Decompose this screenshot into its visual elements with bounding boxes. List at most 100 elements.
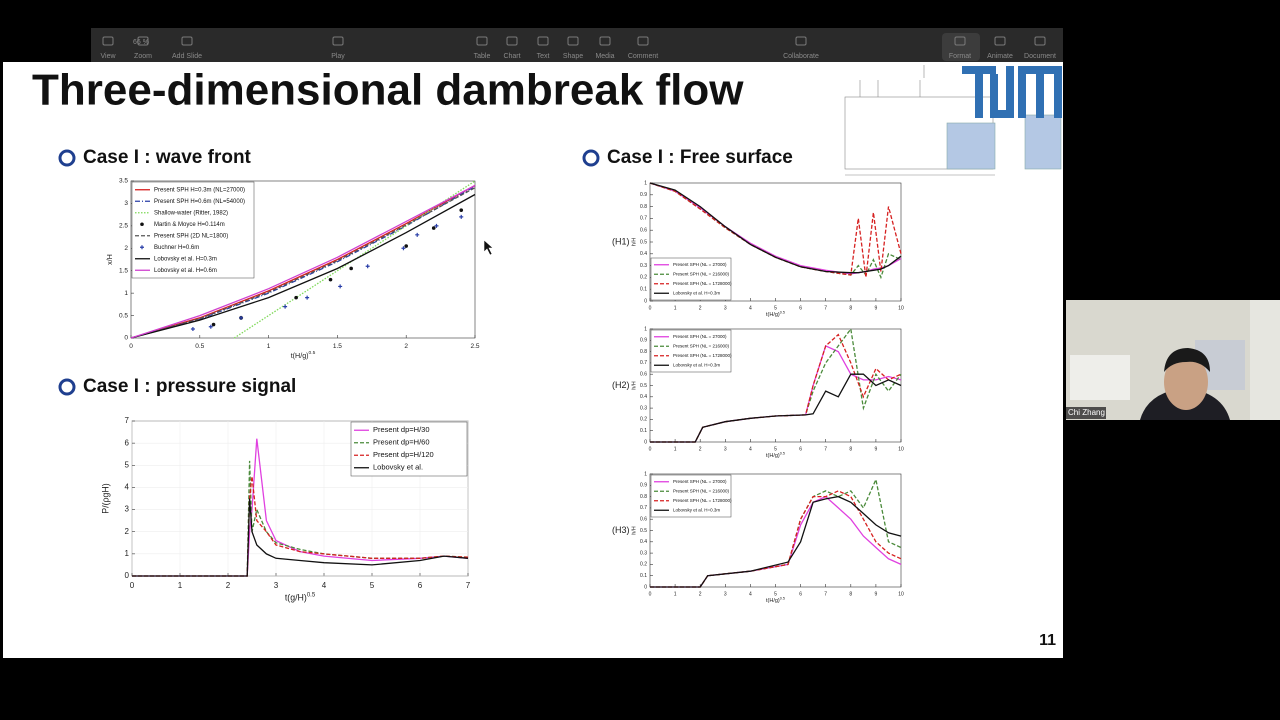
toolbar-label[interactable]: Zoom [134,53,152,60]
y-tick-label: 0.4 [640,539,647,545]
x-tick-label: 9 [875,446,878,452]
y-tick-label: 3 [125,505,130,514]
participant-name: Chi Zhang [1068,408,1105,417]
toolbar-icon[interactable] [994,36,1006,46]
x-tick-label: 2 [699,446,702,452]
toolbar-icon[interactable] [476,36,488,46]
toolbar-label[interactable]: Chart [503,53,520,60]
legend-label: Present SPH (NL = 1728000) [673,281,732,286]
data-point [431,226,436,230]
toolbar-icon[interactable] [567,36,579,46]
toolbar-label[interactable]: Text [537,53,550,60]
toolbar-icon[interactable] [637,36,649,46]
y-tick-label: 0 [124,335,128,342]
toolbar-label[interactable]: Collaborate [783,53,819,60]
toolbar-label[interactable]: Animate [987,53,1013,60]
x-axis-label-exponent: 0.5 [780,451,785,455]
x-tick-label: 5 [774,446,777,452]
x-tick-label: 0 [130,581,135,590]
toolbar-label[interactable]: Add Slide [172,53,202,60]
y-tick-label: 0.5 [640,383,647,389]
x-tick-label: 10 [898,305,904,311]
toolbar-icon[interactable] [332,36,344,46]
toolbar-icon[interactable] [537,36,549,46]
x-tick-label: 3 [274,581,279,590]
x-axis-label-base: t(H/g) [766,312,780,318]
x-axis-label-base: t(g/H) [285,593,307,603]
x-tick-label: 10 [898,591,904,597]
legend-box [131,181,255,279]
panel-label: (H2) [612,380,630,390]
x-tick-label: 0 [649,446,652,452]
toolbar-label[interactable]: Media [595,53,614,60]
data-point [239,315,244,320]
x-tick-label: 2.5 [470,343,479,350]
data-line [130,193,476,339]
legend-label: Present SPH (NL = 1728000) [673,498,732,503]
toolbar-label[interactable]: Comment [628,53,658,60]
y-tick-label: 0.2 [640,562,647,568]
x-tick-label: 1 [674,305,677,311]
data-line [130,187,476,339]
toolbar-icon[interactable] [954,36,966,46]
data-point [283,304,288,309]
data-point [459,208,464,212]
y-tick-label: 1.5 [119,267,128,274]
y-axis-label: h/H [631,381,637,390]
x-tick-label: 4 [322,581,327,590]
section-bullets [58,149,600,396]
data-point [338,284,343,289]
y-tick-label: 2 [125,527,130,536]
x-axis-label: t(H/g)0.5 [766,310,785,318]
y-tick-label: 0.6 [640,228,647,234]
zoom-level[interactable]: 66 % [133,39,149,46]
toolbar-icon[interactable] [181,36,193,46]
legend-label: Lobovsky et al. H=0.3m [673,507,720,512]
toolbar-icon[interactable] [1034,36,1046,46]
x-tick-label: 1 [178,581,183,590]
y-tick-label: 0.1 [640,287,647,293]
x-axis-label: t(H/g)0.5 [291,350,316,360]
y-tick-label: 0.2 [640,417,647,423]
data-point [294,295,298,300]
toolbar-icon[interactable] [137,36,149,46]
y-tick-label: 1 [644,471,647,477]
toolbar-label[interactable]: Play [331,53,345,60]
x-tick-label: 6 [799,446,802,452]
x-axis-label-exponent: 0.5 [780,596,785,600]
data-point [349,266,353,271]
x-tick-label: 0.5 [195,343,204,350]
toolbar-icon[interactable] [599,36,611,46]
y-tick-label: 0.1 [640,428,647,434]
x-tick-label: 5 [774,591,777,597]
schematic [844,65,1062,176]
x-tick-label: 5 [774,305,777,311]
x-axis-label: t(H/g)0.5 [766,451,785,459]
chart: 0 1 2 3 4 5 6 7 8 9 10 0 0.1 0.2 0.3 0.4 0.5 0.6 0.7 0.8 0.9… [612,180,904,318]
toolbar-label[interactable]: Shape [563,53,583,60]
toolbar-icon[interactable] [506,36,518,46]
y-tick-label: 0.6 [640,517,647,523]
y-tick-label: 1 [125,549,130,558]
toolbar-label[interactable]: View [100,53,116,60]
legend-label: Buchner H=0.6m [154,245,199,251]
legend-label: Present SPH (NL = 27000) [673,479,727,484]
toolbar-icon[interactable] [102,36,114,46]
legend-box [350,421,468,477]
data-line [132,498,469,577]
x-tick-label: 10 [898,446,904,452]
chart: 0 1 2 3 4 5 6 7 0 1 2 3 4 5 6 7 t(g/H)0.5 P/(ρgH) Present … [101,416,471,603]
data-line [130,185,476,339]
legend-label: Shallow-water (Ritter, 1982) [154,210,228,216]
toolbar-label[interactable]: Table [474,53,491,60]
y-tick-label: 0.9 [640,338,647,344]
legend-label: Present SPH H=0.3m (NL=27000) [154,187,245,193]
x-tick-label: 6 [418,581,423,590]
x-axis-label: t(g/H)0.5 [285,592,316,603]
y-tick-label: 0.5 [640,528,647,534]
format-highlight [942,33,980,61]
toolbar-label[interactable]: Format [949,53,971,60]
y-tick-label: 0.9 [640,483,647,489]
toolbar-icon[interactable] [795,36,807,46]
toolbar-label[interactable]: Document [1024,53,1056,60]
